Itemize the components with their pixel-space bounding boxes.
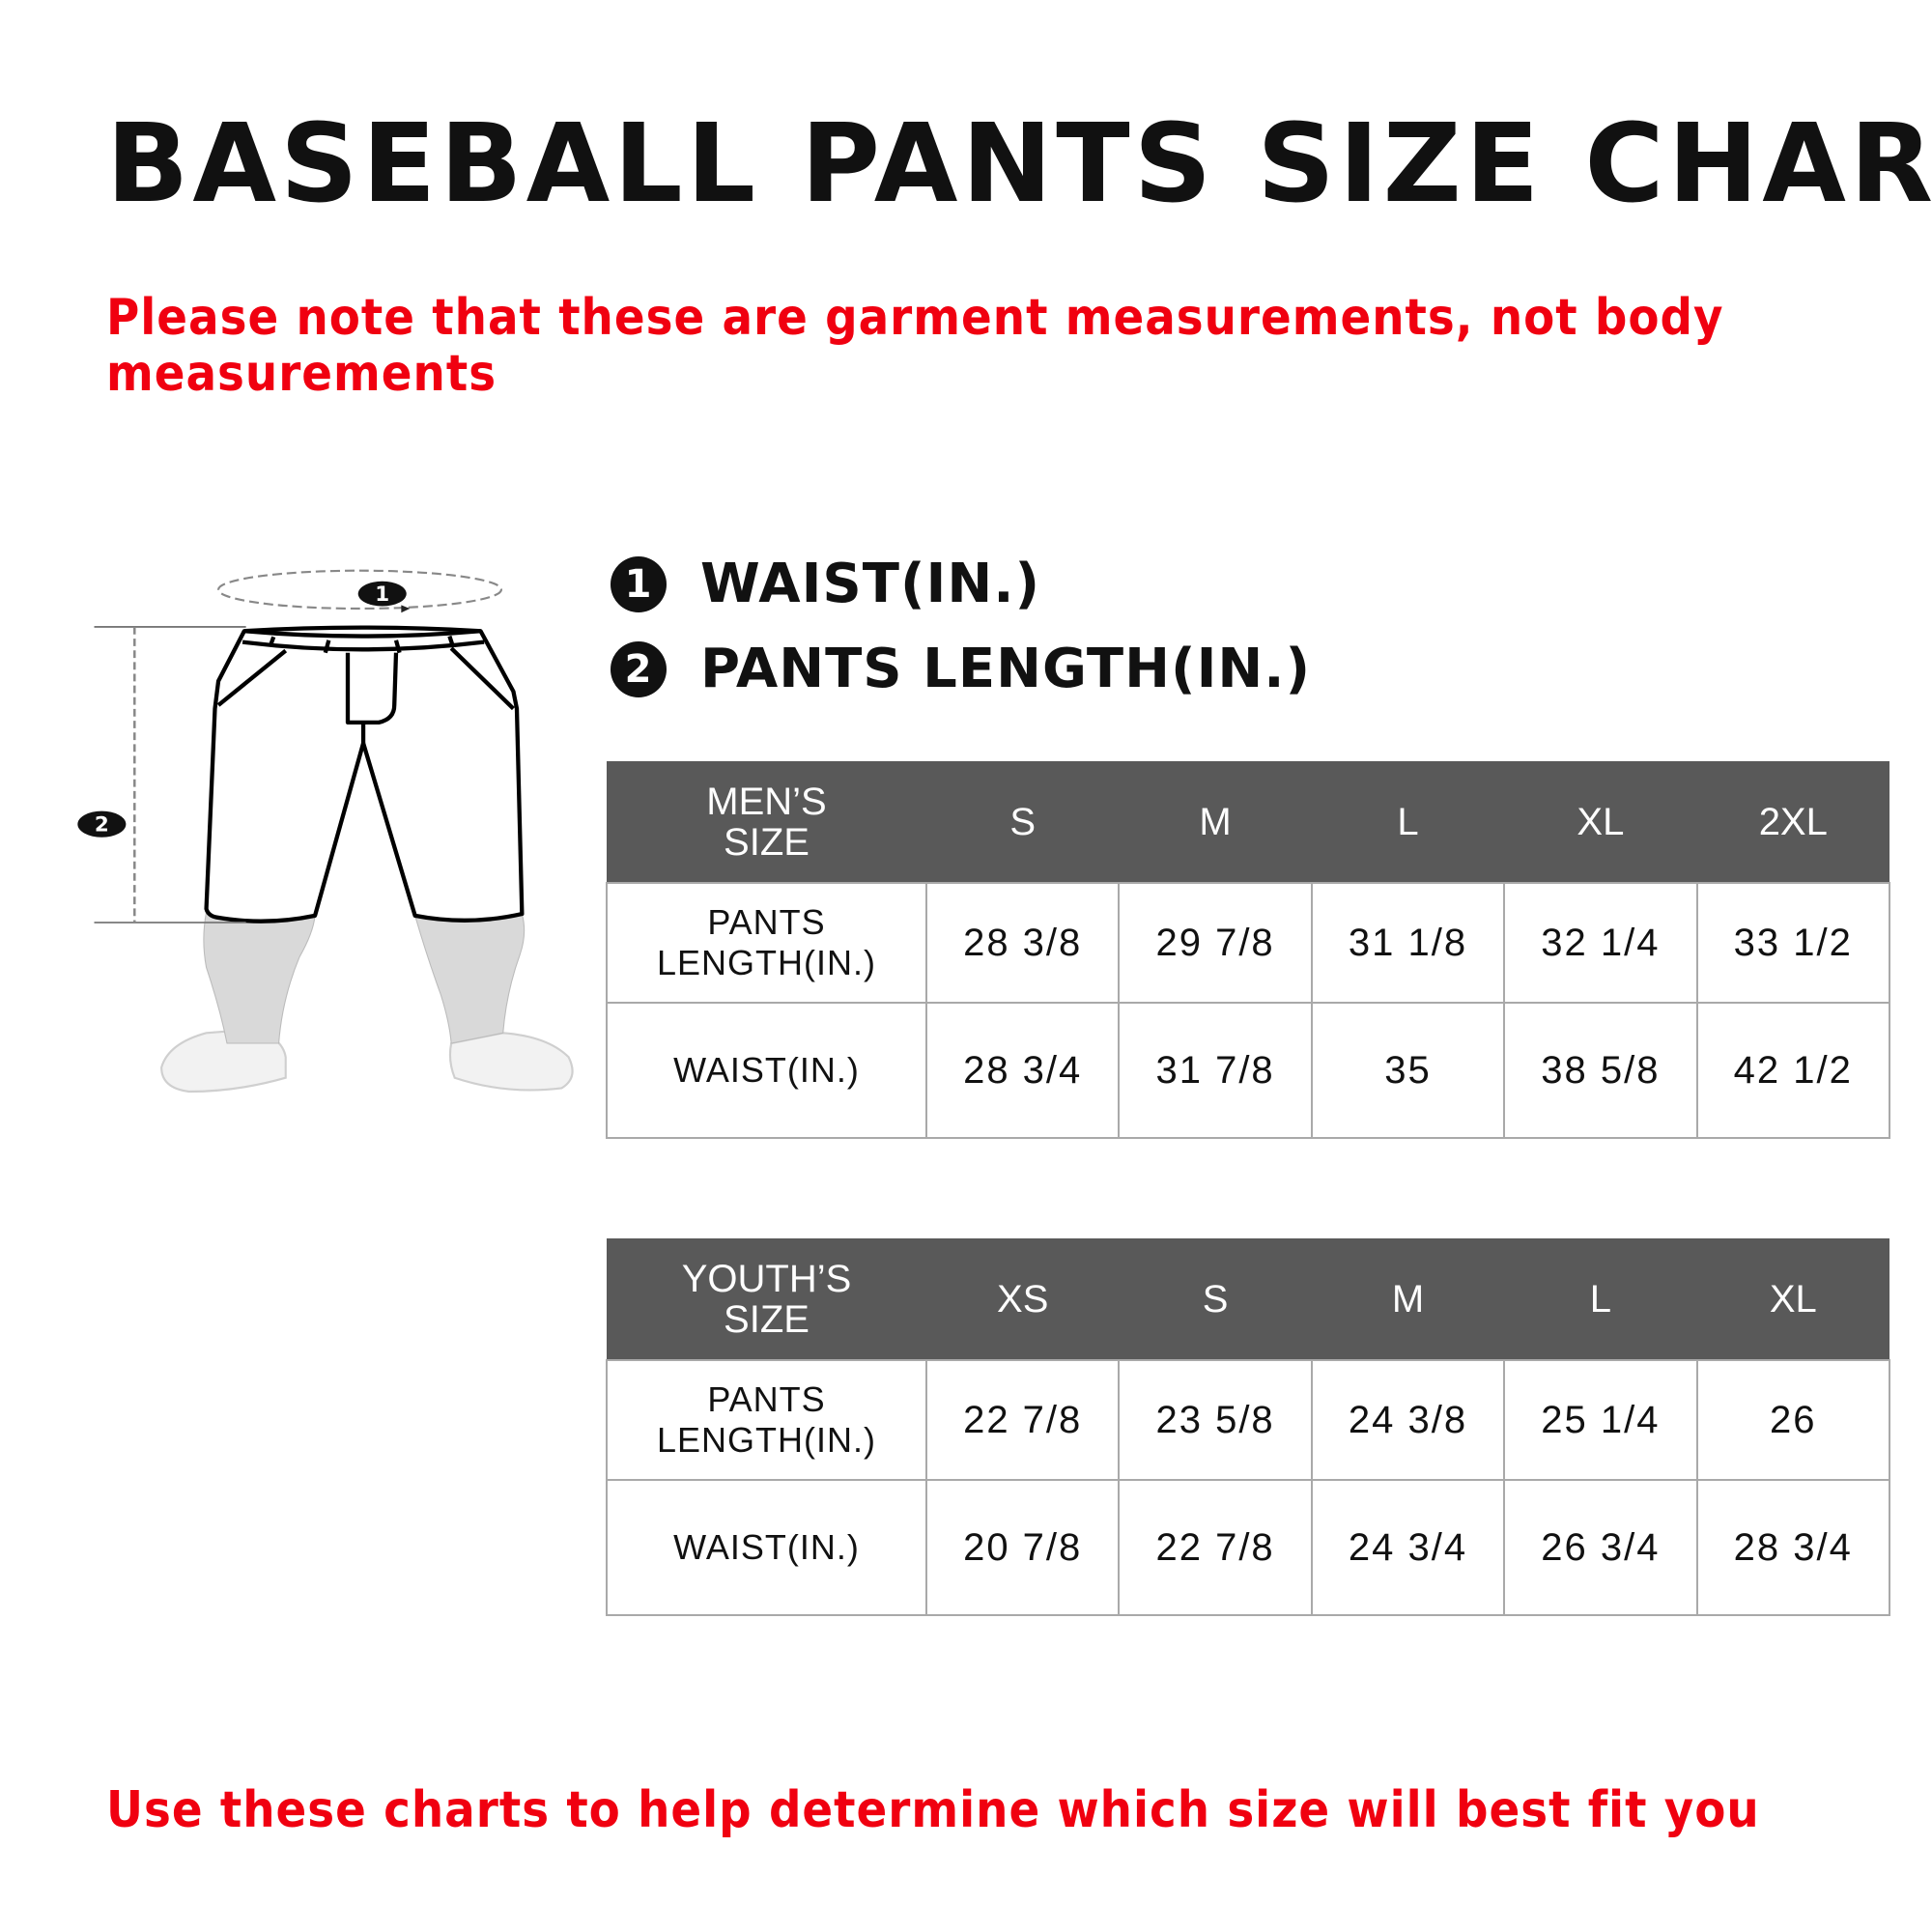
header-cell: XL bbox=[1504, 761, 1697, 883]
table-cell: 28 3/4 bbox=[1695, 1479, 1891, 1616]
header-cell: XL bbox=[1696, 1238, 1889, 1360]
table-cell: 29 7/8 bbox=[1118, 882, 1313, 1004]
sock-icon bbox=[203, 911, 526, 1044]
header-cell: S bbox=[1119, 1238, 1312, 1360]
table-cell: 24 3/4 bbox=[1310, 1479, 1506, 1616]
table-cell: 25 1/4 bbox=[1503, 1359, 1698, 1481]
table-cell: 31 7/8 bbox=[1118, 1002, 1313, 1139]
table-cell: 22 7/8 bbox=[1118, 1479, 1313, 1616]
legend-waist: 1 WAIST(IN.) bbox=[611, 553, 1040, 615]
header-cell: 2XL bbox=[1696, 761, 1889, 883]
table-cell: 33 1/2 bbox=[1695, 882, 1891, 1004]
table-row: PANTS LENGTH(IN.) 22 7/8 23 5/8 24 3/8 2… bbox=[606, 1359, 1891, 1481]
legend-pants-length: 2 PANTS LENGTH(IN.) bbox=[611, 638, 1311, 700]
legend-label: PANTS LENGTH(IN.) bbox=[700, 638, 1312, 700]
table-cell: 26 bbox=[1695, 1359, 1891, 1481]
table-cell: 23 5/8 bbox=[1118, 1359, 1313, 1481]
header-cell: XS bbox=[926, 1238, 1120, 1360]
table-row: PANTS LENGTH(IN.) 28 3/8 29 7/8 31 1/8 3… bbox=[606, 882, 1891, 1004]
table-header-row: YOUTH’S SIZE XS S M L XL bbox=[607, 1238, 1889, 1360]
waist-badge: 1 bbox=[375, 582, 389, 607]
table-row: WAIST(IN.) 28 3/4 31 7/8 35 38 5/8 42 1/… bbox=[606, 1002, 1891, 1139]
header-cell: L bbox=[1311, 761, 1505, 883]
row-label: WAIST(IN.) bbox=[606, 1479, 927, 1616]
fit-note: Use these charts to help determine which… bbox=[106, 1781, 1760, 1839]
table-header-row: MEN’S SIZE S M L XL 2XL bbox=[607, 761, 1889, 883]
mens-size-table: MEN’S SIZE S M L XL 2XL PANTS LENGTH(IN.… bbox=[606, 761, 1891, 1139]
header-cell: L bbox=[1504, 1238, 1697, 1360]
table-cell: 31 1/8 bbox=[1310, 882, 1506, 1004]
table-cell: 26 3/4 bbox=[1503, 1479, 1698, 1616]
table-row: WAIST(IN.) 20 7/8 22 7/8 24 3/4 26 3/4 2… bbox=[606, 1479, 1891, 1616]
table-cell: 22 7/8 bbox=[924, 1359, 1121, 1481]
legend-label: WAIST(IN.) bbox=[700, 553, 1041, 615]
header-cell: MEN’S SIZE bbox=[607, 761, 926, 883]
row-label: WAIST(IN.) bbox=[606, 1002, 927, 1139]
table-cell: 24 3/8 bbox=[1310, 1359, 1506, 1481]
waist-measure-marker: 1 bbox=[216, 569, 502, 613]
length-measure-marker: 2 bbox=[77, 626, 246, 923]
row-label: PANTS LENGTH(IN.) bbox=[606, 882, 927, 1004]
header-cell: M bbox=[1119, 761, 1312, 883]
garment-note: Please note that these are garment measu… bbox=[106, 289, 1724, 403]
table-cell: 20 7/8 bbox=[924, 1479, 1121, 1616]
youth-size-table: YOUTH’S SIZE XS S M L XL PANTS LENGTH(IN… bbox=[606, 1238, 1891, 1616]
header-cell: S bbox=[926, 761, 1120, 883]
table-cell: 32 1/4 bbox=[1503, 882, 1698, 1004]
table-cell: 42 1/2 bbox=[1695, 1002, 1891, 1139]
header-cell: YOUTH’S SIZE bbox=[607, 1238, 926, 1360]
header-cell: M bbox=[1311, 1238, 1505, 1360]
pants-measurement-illustration: 1 2 bbox=[77, 569, 574, 1094]
number-1-badge-icon: 1 bbox=[611, 555, 667, 612]
shoe-icon bbox=[160, 1028, 574, 1094]
table-cell: 28 3/8 bbox=[924, 882, 1121, 1004]
length-badge: 2 bbox=[95, 813, 109, 838]
pants-outline bbox=[204, 625, 525, 923]
table-cell: 38 5/8 bbox=[1503, 1002, 1698, 1139]
row-label: PANTS LENGTH(IN.) bbox=[606, 1359, 927, 1481]
table-cell: 35 bbox=[1310, 1002, 1506, 1139]
table-cell: 28 3/4 bbox=[924, 1002, 1121, 1139]
page-title: BASEBALL PANTS SIZE CHART bbox=[106, 101, 1932, 227]
number-2-badge-icon: 2 bbox=[611, 640, 667, 697]
